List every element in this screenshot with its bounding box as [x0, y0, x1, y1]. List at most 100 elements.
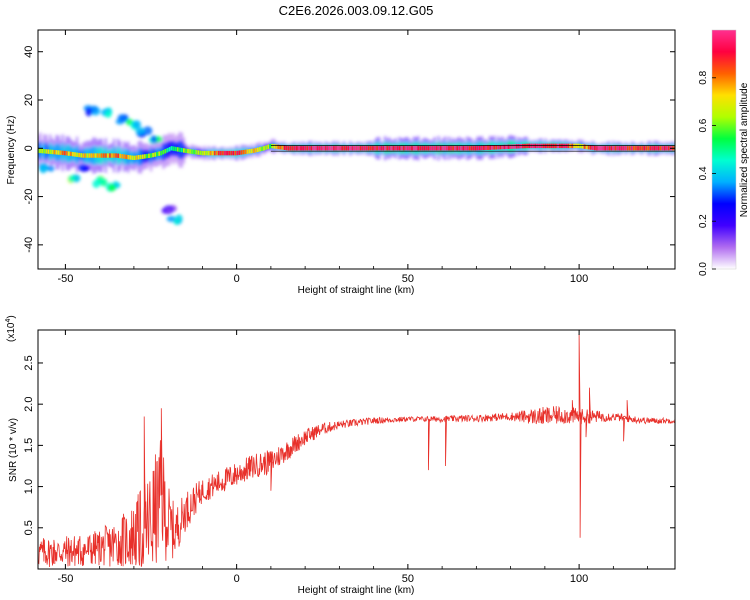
snr-panel: -50 0 50 100 0.5 1.0 1.5 2.0 2.5 Height of stra… [5, 315, 676, 596]
heatmap-blob [150, 135, 157, 143]
heatmap-cell [628, 146, 631, 151]
heatmap-cell [579, 143, 582, 149]
heatmap-cell [185, 148, 187, 154]
heatmap-cell [111, 153, 113, 158]
heatmap-cell [180, 147, 183, 153]
heatmap-cell [390, 146, 393, 151]
heatmap-cell [195, 150, 198, 155]
colorbar-tick-label: 0.0 [698, 262, 709, 276]
heatmap-cell [335, 146, 337, 151]
heatmap-cell [591, 145, 594, 151]
y-tick-label: 0.5 [23, 520, 35, 535]
heatmap-cell [230, 150, 233, 156]
heatmap-cell [404, 146, 407, 151]
heatmap-cell [113, 153, 115, 158]
heatmap-cell [411, 146, 413, 151]
heatmap-cell [365, 146, 368, 151]
heatmap-cell [133, 155, 136, 161]
snr-x-label: Height of straight line (km) [298, 585, 415, 596]
heatmap-cell [462, 146, 465, 151]
colorbar-ticks: 0.0 0.2 0.4 0.6 0.8 [698, 70, 716, 276]
heatmap-cell [602, 146, 604, 151]
heatmap-cell [137, 155, 140, 160]
heatmap-cell [507, 144, 510, 149]
heatmap-cell [450, 146, 452, 151]
heatmap-cell [476, 146, 479, 151]
heatmap-cell [511, 144, 514, 149]
heatmap-cell [565, 143, 567, 149]
heatmap-cell [330, 146, 333, 151]
heatmap-cell [187, 148, 189, 154]
heatmap-cell [102, 153, 105, 158]
heatmap-cell [254, 148, 257, 153]
heatmap-cell [191, 149, 194, 154]
heatmap-cell [94, 153, 97, 158]
heatmap-cell [322, 146, 325, 151]
heatmap-blob [117, 114, 126, 122]
heatmap-cell [446, 146, 448, 151]
x-tick-label: -50 [57, 573, 73, 585]
heatmap-cell [80, 153, 83, 158]
heatmap-cell [534, 143, 537, 149]
x-tick-label: 100 [570, 273, 588, 285]
heatmap-cell [483, 145, 485, 151]
colorbar-tick-label: 0.6 [698, 118, 709, 132]
heatmap-cell [310, 146, 313, 151]
y-tick-label: -20 [23, 189, 35, 205]
heatmap-cell [415, 146, 417, 151]
heatmap-cell [316, 146, 319, 151]
snr-y-label: SNR (10 * v/v) [8, 418, 19, 482]
heatmap-cell [374, 146, 376, 151]
heatmap-cell [312, 146, 315, 151]
heatmap-cell [337, 146, 339, 151]
heatmap-cell [351, 146, 354, 151]
heatmap-cell [497, 145, 500, 150]
heatmap-cell [74, 152, 76, 157]
heatmap-cell [612, 146, 615, 151]
heatmap-cell [43, 149, 46, 154]
heatmap-cell [291, 146, 294, 151]
heatmap-cell [332, 146, 335, 151]
heatmap-cell [250, 148, 253, 154]
heatmap-cell [135, 155, 138, 160]
heatmap-cell [170, 146, 173, 151]
heatmap-blob [143, 126, 153, 136]
heatmap-cell [61, 150, 64, 156]
heatmap-cell [277, 144, 280, 150]
heatmap-cell [536, 143, 539, 149]
heatmap-cell [164, 148, 167, 154]
heatmap-cell [478, 145, 481, 151]
heatmap-cell [314, 146, 317, 151]
heatmap-cell [121, 154, 124, 159]
heatmap-cell [622, 146, 625, 151]
heatmap-cell [382, 146, 385, 151]
heatmap-cell [341, 146, 344, 151]
heatmap-cell [49, 149, 52, 154]
heatmap-cell [224, 150, 226, 156]
colorbar: 0.0 0.2 0.4 0.6 0.8 Normalized spectral ampl… [698, 29, 750, 276]
heatmap-cell [620, 146, 623, 151]
heatmap-cell [487, 145, 489, 150]
heatmap-cell [655, 146, 658, 151]
heatmap-cell [388, 146, 391, 151]
heatmap-cell [203, 150, 206, 156]
y-tick-label: 0 [23, 145, 35, 151]
heatmap-cell [57, 150, 60, 155]
heatmap-cell [259, 147, 261, 152]
heatmap-cell [437, 146, 440, 151]
heatmap-blob [68, 175, 76, 182]
heatmap-cell [287, 146, 290, 151]
heatmap-cell [550, 143, 553, 149]
heatmap-cell [626, 146, 629, 151]
heatmap-cell [76, 152, 78, 157]
heatmap-cell [600, 146, 602, 151]
heatmap-cell [485, 145, 487, 151]
heatmap-cell [460, 146, 463, 151]
heatmap-cell [505, 144, 508, 150]
heatmap-cell [616, 146, 619, 151]
colorbar-frame [711, 29, 737, 270]
heatmap-cell [614, 146, 617, 151]
y-tick-label: 2.5 [23, 355, 35, 370]
heatmap-cell [519, 144, 522, 149]
heatmap-cell [267, 144, 270, 150]
